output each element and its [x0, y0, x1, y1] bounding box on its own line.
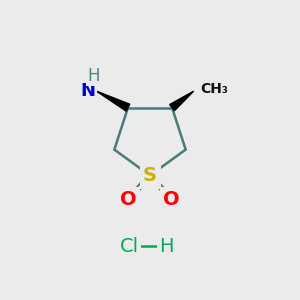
Polygon shape	[97, 91, 130, 111]
Text: O: O	[120, 190, 137, 209]
Text: Cl: Cl	[119, 236, 139, 256]
Text: S: S	[143, 166, 157, 185]
Text: O: O	[163, 190, 180, 209]
Text: H: H	[159, 236, 174, 256]
Text: N: N	[80, 82, 95, 100]
Text: CH₃: CH₃	[200, 82, 228, 96]
Polygon shape	[170, 91, 194, 111]
Text: H: H	[87, 67, 100, 85]
